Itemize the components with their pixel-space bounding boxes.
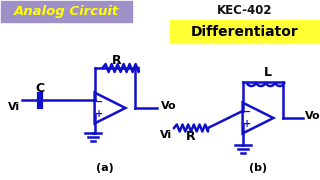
Text: (b): (b) — [249, 163, 267, 173]
Text: L: L — [264, 66, 272, 80]
Text: Vo: Vo — [161, 101, 177, 111]
FancyBboxPatch shape — [1, 1, 132, 21]
Text: (a): (a) — [96, 163, 114, 173]
Text: Vi: Vi — [160, 130, 172, 140]
Text: −: − — [95, 97, 103, 107]
Text: Differentiator: Differentiator — [191, 25, 299, 39]
Text: +: + — [243, 119, 252, 129]
Text: Vi: Vi — [8, 102, 20, 112]
Text: +: + — [95, 109, 103, 119]
Text: C: C — [35, 82, 44, 94]
Text: −: − — [243, 107, 252, 117]
FancyBboxPatch shape — [170, 19, 318, 42]
Text: R: R — [186, 130, 196, 143]
Text: Analog Circuit: Analog Circuit — [13, 6, 119, 19]
Text: Vo: Vo — [305, 111, 320, 121]
Text: R: R — [112, 53, 122, 66]
Text: KEC-402: KEC-402 — [217, 3, 273, 17]
